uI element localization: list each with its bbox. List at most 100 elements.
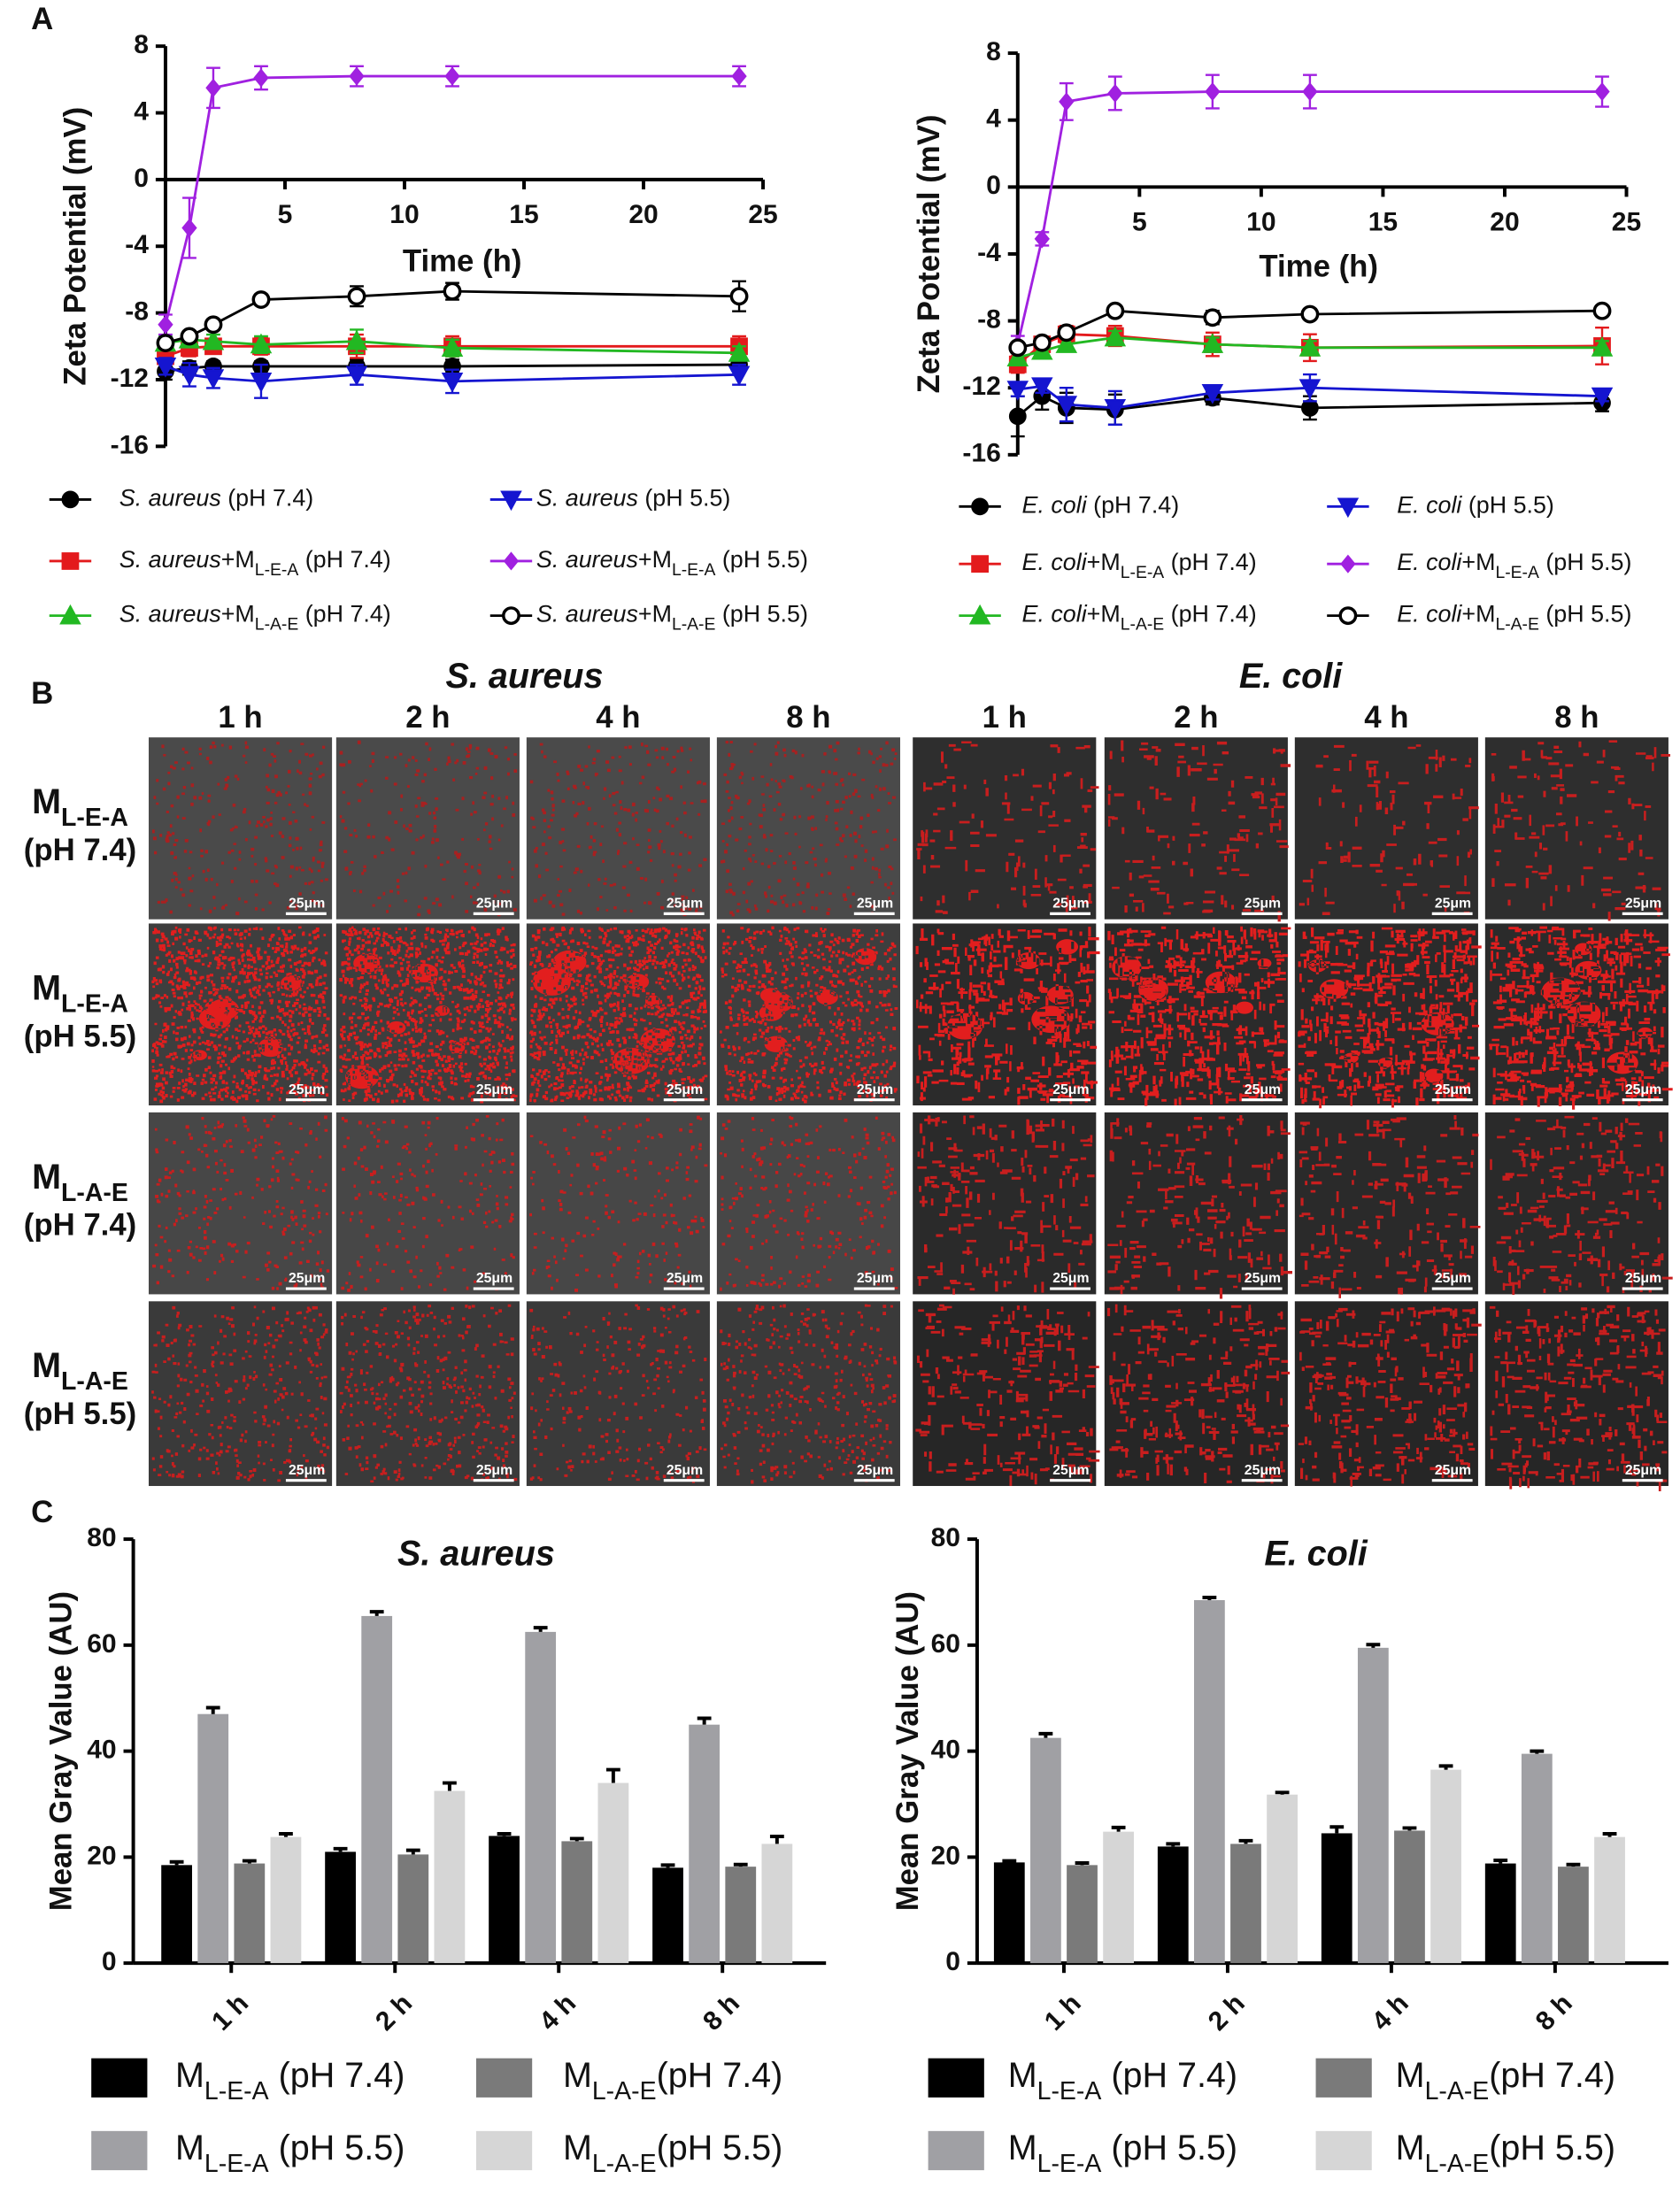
error-bar [533,1626,548,1632]
bar [725,1867,757,1964]
column-label: 1 h [983,701,1027,735]
y-tick-label: 20 [87,1841,116,1870]
y-axis-label: Zeta Potential (mV) [913,115,946,394]
bar [1594,1836,1625,1964]
marker [1031,377,1053,398]
scale-bar-label: 25μm [1435,896,1471,911]
bacteria [1489,926,1673,1110]
legend-label: E. coli+ML-E-A (pH 7.4) [1022,549,1257,582]
error-bar [497,1832,512,1836]
bar [1103,1831,1135,1964]
micrograph [148,737,333,920]
x-tick-label: 4 h [1367,1989,1414,2036]
micrograph [148,1301,333,1487]
scale-bar-label: 25μm [1052,896,1089,911]
legend-swatch [1315,2130,1372,2171]
legend-swatch [928,2130,984,2171]
error-bar [1075,1860,1090,1866]
x-tick-label: 15 [509,200,538,229]
legend-marker [59,604,81,625]
scale-bar-label: 25μm [857,896,893,911]
marker [1104,399,1127,420]
bacteria [151,1305,330,1482]
micrograph [1484,1301,1668,1487]
scale-bar-label: 25μm [667,1082,703,1097]
bar [197,1713,229,1964]
legend-marker [1338,606,1358,626]
bacteria [529,743,707,917]
x-axis-label: Time (h) [403,244,522,278]
error-bar [697,1716,712,1725]
error-bar [369,1610,384,1616]
marker [441,336,464,358]
bar [234,1863,266,1964]
micrograph [526,1301,710,1487]
marker [178,366,201,387]
error-bar [1202,1595,1217,1600]
marker [251,290,271,309]
micrograph [913,1112,1097,1295]
x-tick-label: 5 [1132,207,1147,236]
bar [525,1631,557,1964]
error-bar [279,1832,293,1837]
y-tick-label: 8 [134,30,149,59]
scale-bar-label: 25μm [1625,1271,1661,1286]
scale-bar-label: 25μm [857,1463,893,1478]
legend-label: ML-E-A (pH 5.5) [1008,2129,1237,2177]
legend-marker [61,552,80,570]
scale-bar-label: 25μm [667,896,703,911]
row-label: ML-E-A [32,783,128,832]
marker [1006,346,1029,367]
legend-label: ML-A-E(pH 7.4) [1396,2056,1615,2105]
panel-label: A [31,3,53,36]
error-bar [1366,1643,1381,1648]
error-bar [733,1862,748,1867]
bar [1067,1865,1098,1964]
bar [1157,1846,1189,1964]
y-axis-label: Mean Gray Value (AU) [891,1591,925,1911]
micrograph [1294,1301,1478,1487]
y-tick-label: 4 [986,104,1001,134]
marker [202,369,225,389]
scale-bar-label: 25μm [667,1271,703,1286]
x-tick-label: 1 h [1039,1989,1087,2036]
legend-marker [502,606,520,626]
bar [161,1865,192,1964]
legend-label: ML-A-E(pH 5.5) [1396,2129,1615,2177]
error-bar [442,1781,457,1791]
marker [1201,383,1224,404]
x-tick-label: 20 [1490,207,1519,236]
legend-marker [503,551,520,571]
micrograph [526,923,710,1105]
marker [1032,333,1052,352]
scale-bar-label: 25μm [476,1082,512,1097]
micrograph [716,1112,900,1295]
bacteria [529,1115,708,1292]
x-tick-label: 10 [1246,207,1275,236]
marker [441,372,464,393]
error-bar [1038,1731,1053,1738]
bacteria [339,1304,518,1483]
bar [652,1867,683,1964]
bacteria [1107,1115,1292,1299]
bar [1030,1737,1061,1964]
error-bar [769,1835,784,1844]
marker [158,315,173,335]
x-tick-label: 25 [748,200,777,229]
micrograph [526,1112,710,1295]
marker [250,333,273,354]
legend-label: S. aureus+ML-E-A (pH 7.4) [119,546,391,580]
error-bar [1493,1858,1508,1864]
scale-bar-label: 25μm [1245,1082,1281,1097]
x-axis-label: Time (h) [1259,250,1378,284]
legend-marker [968,604,991,625]
legend-label: ML-E-A (pH 7.4) [175,2056,405,2105]
bar [561,1841,593,1964]
marker [205,78,221,97]
legend-marker [1337,497,1360,519]
legend-label: S. aureus+ML-A-E (pH 7.4) [119,601,391,635]
micrograph [716,737,900,920]
x-tick-label: 5 [278,200,293,229]
marker [1008,407,1027,426]
legend-label: S. aureus (pH 5.5) [536,485,730,512]
